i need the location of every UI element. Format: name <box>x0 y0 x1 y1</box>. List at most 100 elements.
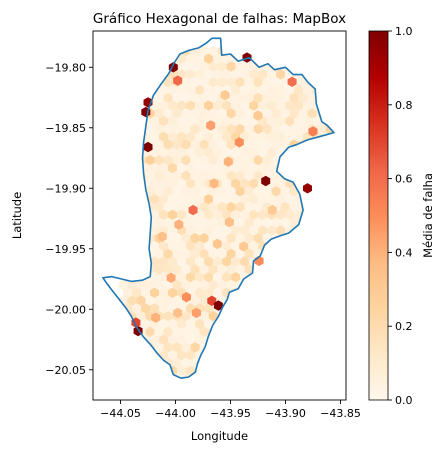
hexbin-cell <box>132 287 141 298</box>
hexbin-cell <box>244 170 254 181</box>
hexbin-cell <box>154 217 164 228</box>
hexbin-cell <box>244 139 254 150</box>
hexbin-cell <box>159 147 168 158</box>
hexbin-cell <box>213 256 223 267</box>
hexbin-cell <box>267 100 277 111</box>
hexbin-cell <box>204 84 214 96</box>
hexbin-cell <box>235 155 245 166</box>
hexbin-cell <box>163 108 173 119</box>
hexbin-cell <box>271 217 281 228</box>
hexbin-cell <box>280 108 290 119</box>
hexbin-cell <box>177 84 186 96</box>
chart-title: Gráfico Hexagonal de falhas: MapBox <box>93 11 346 27</box>
hexbin-cell <box>141 318 150 330</box>
hexbin-cell <box>249 147 259 158</box>
hexbin-cell <box>186 240 196 252</box>
x-tick-label: −43.90 <box>265 407 306 420</box>
hexbin-cell <box>150 209 159 220</box>
hexbin-cell <box>271 77 281 88</box>
hexbin-cell <box>208 279 218 291</box>
hexbin-cell <box>154 123 164 135</box>
hexbin-cell <box>208 170 218 181</box>
hexbin-cell <box>186 318 196 330</box>
hexbin-cell <box>186 147 196 158</box>
hexbin-cell-high <box>191 307 201 319</box>
hexbin-cell <box>195 240 205 252</box>
hexbin-cell <box>208 217 218 228</box>
x-tick-label: −43.85 <box>320 407 361 420</box>
hexbin-cell <box>294 84 304 96</box>
hexbin-cell <box>253 217 263 228</box>
hexbin-cell <box>289 123 299 135</box>
hexbin-cell <box>276 116 286 127</box>
colorbar-tick-label: 1.0 <box>395 25 413 38</box>
hexbin-cell <box>204 318 214 330</box>
x-axis: −44.05 −44.00 −43.95 −43.90 −43.85 <box>100 400 361 420</box>
hexbin-cell <box>159 84 168 96</box>
hexbin-cell <box>195 116 205 127</box>
hexbin-cell <box>226 264 236 275</box>
hexbin-cell <box>172 108 182 119</box>
hexbin-cell <box>181 217 191 228</box>
hexbin-cell <box>199 233 209 244</box>
hexbin-cell <box>217 123 227 135</box>
hexbin-cell <box>154 108 164 119</box>
hexbin-cell <box>204 69 214 80</box>
hexbin-cell <box>249 194 259 205</box>
hexbin-cell-high <box>173 307 183 319</box>
hexbin-cell <box>190 279 200 291</box>
hexbin-cell <box>172 326 182 337</box>
hexbin-cell <box>177 194 186 205</box>
hexbin-cell-high <box>308 126 318 137</box>
hexbin-cell <box>159 162 168 174</box>
hexbin-cell <box>235 201 245 213</box>
hexbin-cell <box>145 326 155 337</box>
hexbin-cell <box>154 186 164 197</box>
hexbin-cell <box>154 170 164 181</box>
hexbin-cell <box>199 279 209 291</box>
hexbin-cell <box>222 178 232 189</box>
hexbin-cell <box>208 186 218 197</box>
hexbin-cell <box>172 357 182 369</box>
hexbin-cell <box>177 256 186 267</box>
hexbin-cell <box>204 100 214 111</box>
hexbin-cell <box>213 53 223 64</box>
hexbin-cell <box>154 92 164 103</box>
hexbin-cell <box>276 84 286 96</box>
boundary-outline <box>102 37 335 379</box>
hexbin-cell <box>190 77 200 88</box>
hexbin-cell <box>159 303 168 314</box>
hexbin-cell <box>231 147 241 158</box>
hexbin-cell-high <box>261 175 271 187</box>
plot-frame <box>92 30 347 401</box>
hexbin-cell <box>159 256 168 267</box>
hexbin-cell <box>204 162 214 174</box>
hexbin-cell <box>177 178 186 189</box>
hexbin-cell <box>127 279 137 291</box>
hexbin-cell <box>168 225 177 236</box>
hexbin-cell <box>213 131 223 142</box>
hexbin-cell <box>258 131 268 142</box>
hexbin-cell <box>226 201 236 213</box>
hexbin-cell <box>141 287 150 298</box>
highlight-bins <box>131 52 318 337</box>
hexbin-cell <box>235 92 245 103</box>
hexbin-cell <box>159 194 168 205</box>
hexbin-cell <box>249 225 259 236</box>
hexbin-cell <box>159 272 168 283</box>
hexbin-cell <box>235 170 245 181</box>
hexbin-cell <box>150 162 159 174</box>
hexbin-cell <box>226 77 236 88</box>
hexbin-cell <box>303 100 313 111</box>
hexbin-cell <box>231 225 241 236</box>
hexbin-cell <box>240 147 250 158</box>
hexbin-cell <box>199 186 209 197</box>
hexbin-cell <box>249 84 259 96</box>
hexbin-cell <box>199 326 209 337</box>
hexbin-cell <box>240 194 250 205</box>
hexbin-cell <box>168 116 177 127</box>
hexbin-cell <box>141 303 150 314</box>
hexbin-cell <box>154 139 164 150</box>
hexbin-cell <box>267 84 277 96</box>
hexbin-cell <box>177 334 186 345</box>
